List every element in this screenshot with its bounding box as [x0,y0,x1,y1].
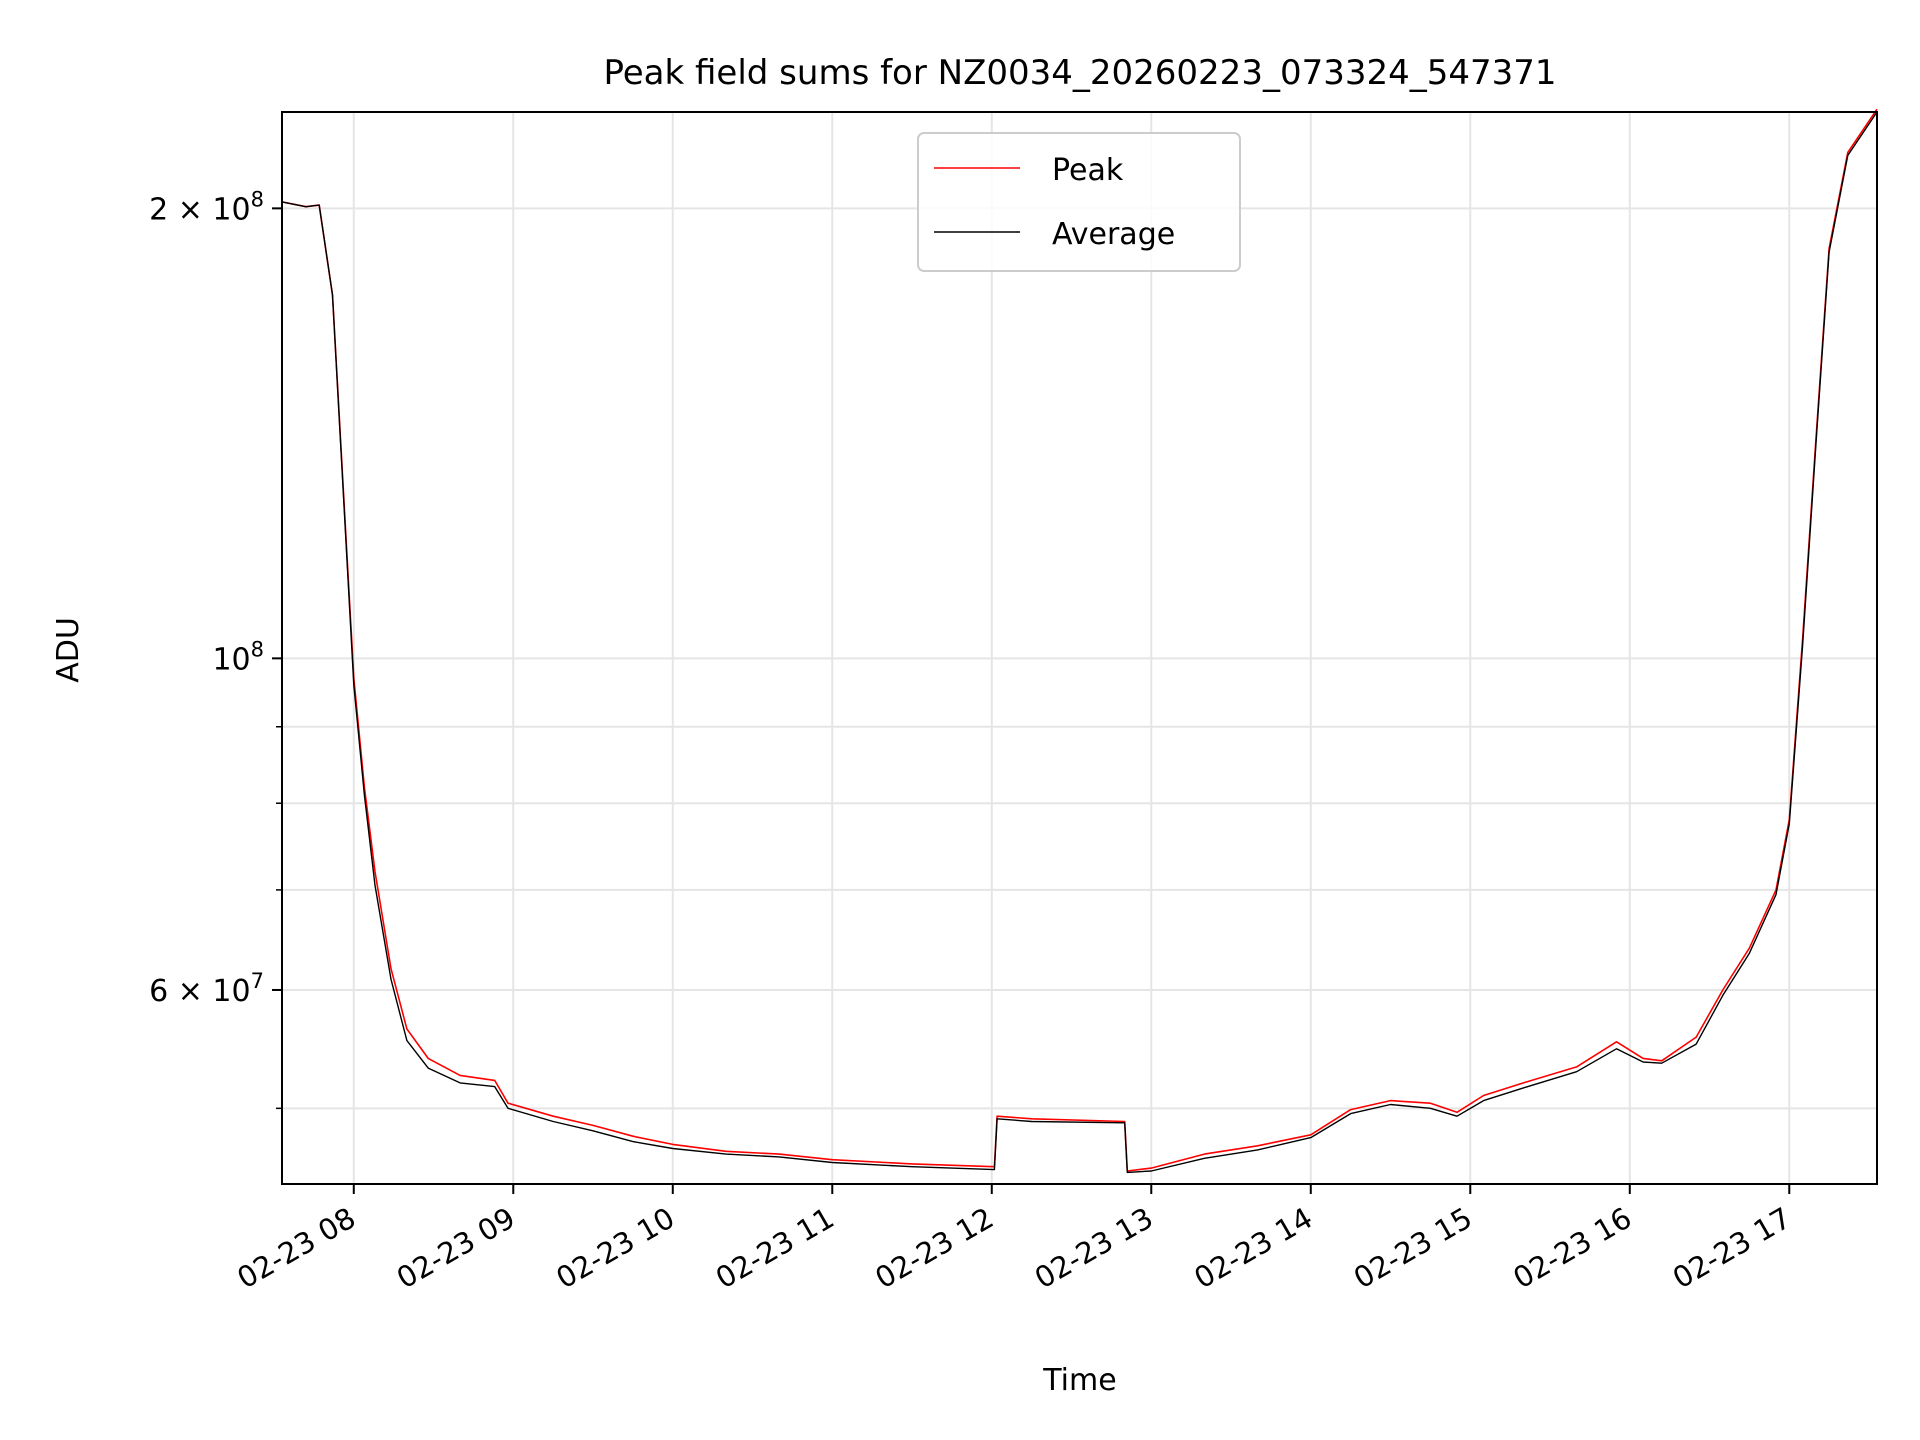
plot-frame [281,111,1878,1185]
series-lines [281,108,1878,1174]
y-axis-label: ADU [51,617,86,683]
y-tick-label: 2 × 108 [149,187,264,227]
legend: Peak Average [917,132,1241,272]
y-tick-label: 6 × 107 [149,969,264,1009]
legend-label-average: Average [1052,217,1175,252]
legend-label-peak: Peak [1052,153,1124,188]
chart-title: Peak field sums for NZ0034_20260223_0733… [603,53,1556,93]
y-tick-label: 108 [212,637,264,677]
series-line-average [281,111,1878,1174]
x-axis-label: Time [1042,1363,1116,1398]
